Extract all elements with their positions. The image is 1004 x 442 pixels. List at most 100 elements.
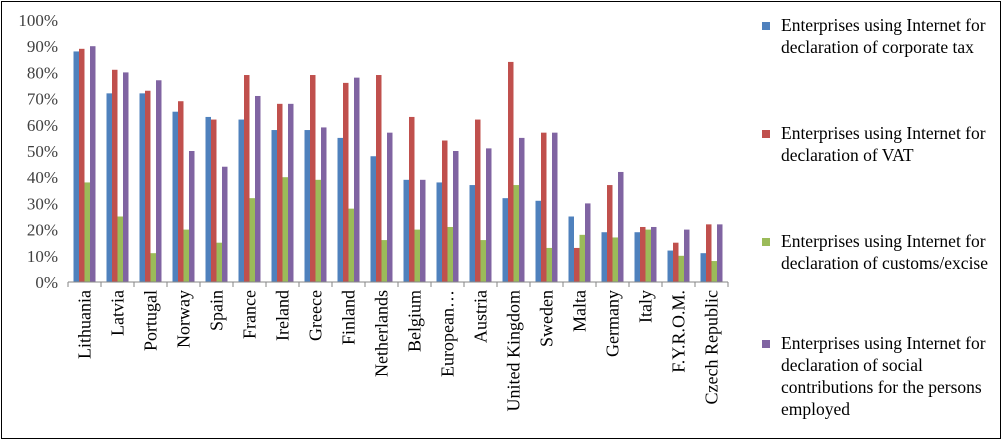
bar (480, 240, 486, 282)
bar (321, 127, 327, 282)
bar (271, 130, 277, 282)
bar (189, 151, 195, 282)
bar (519, 137, 525, 282)
bar (90, 46, 96, 283)
bar (552, 132, 558, 282)
bar (634, 232, 640, 282)
x-category-label: Latvia (108, 290, 128, 336)
bar-chart: 0% 10% 20% 30% 40% 50% 60% 70% 80% 90% 100% Lithua… (18, 11, 729, 412)
bar (585, 203, 591, 282)
bar (205, 116, 211, 282)
bar (513, 185, 519, 282)
bar (700, 253, 706, 282)
bar (645, 229, 651, 282)
x-category-label: Germany (603, 290, 623, 357)
y-tick-label: 80% (27, 63, 58, 82)
y-tick-label: 90% (27, 37, 58, 56)
x-category-label: France (240, 290, 260, 339)
bar (612, 237, 618, 282)
bar (667, 250, 673, 282)
y-tick-label: 70% (27, 90, 58, 109)
bar (502, 198, 508, 282)
bar (139, 93, 145, 282)
x-category-label: Austria (471, 290, 491, 343)
bar (288, 103, 294, 282)
bar (607, 185, 613, 282)
x-category-label: Ireland (273, 290, 293, 341)
bar (403, 179, 409, 282)
bar (282, 177, 288, 282)
x-category-label: Netherlands (372, 290, 392, 377)
bar (579, 234, 585, 282)
x-category-label: F.Y.R.O.M. (669, 290, 689, 373)
bar (475, 119, 481, 282)
bar (255, 95, 261, 282)
bar (414, 229, 420, 282)
bar (673, 242, 679, 282)
bar (117, 216, 123, 282)
bar (304, 130, 310, 282)
bar (370, 156, 376, 282)
x-category-label: European… (438, 290, 458, 377)
bar (249, 198, 255, 282)
y-tick-label: 30% (27, 194, 58, 213)
bar (145, 90, 151, 283)
y-tick-label: 100% (18, 11, 58, 30)
bar (84, 182, 90, 282)
x-category-label: Portugal (141, 290, 161, 351)
y-tick-label: 10% (27, 247, 58, 266)
bar (183, 229, 189, 282)
x-category-label: Italy (636, 290, 656, 323)
bar (453, 151, 459, 282)
bar (640, 226, 646, 282)
bar (73, 51, 79, 282)
bar (601, 232, 607, 282)
bar (244, 75, 250, 283)
legend-swatch-customs-excise (762, 238, 770, 246)
bar (178, 101, 184, 282)
bar (651, 226, 657, 282)
bar (678, 255, 684, 282)
bar (717, 224, 723, 282)
bar (277, 103, 283, 282)
bar (156, 80, 162, 282)
bar (420, 179, 426, 282)
bar (535, 200, 541, 282)
y-tick-label: 40% (27, 168, 58, 187)
bar (409, 116, 415, 282)
bar (211, 119, 217, 282)
bar (343, 82, 349, 282)
y-tick-label: 60% (27, 116, 58, 135)
x-category-label: Belgium (405, 290, 425, 352)
bar (618, 171, 624, 282)
bar (222, 166, 228, 282)
bar (79, 48, 85, 282)
x-category-label: Malta (570, 290, 590, 332)
bar (354, 77, 360, 282)
bar (508, 61, 514, 282)
bar (568, 216, 574, 282)
bar (348, 208, 354, 282)
bar (469, 185, 475, 282)
bar (315, 179, 321, 282)
x-category-label: Finland (339, 290, 359, 345)
bar (216, 242, 222, 282)
bar (172, 111, 178, 282)
x-category-label: Lithuania (75, 290, 95, 359)
legend-swatch-social-contributions (762, 340, 770, 348)
x-category-label: Czech Republic (702, 290, 722, 404)
bar (238, 119, 244, 282)
legend-label-corporate-tax: Enterprises using Internet for declarati… (781, 15, 986, 57)
x-category-label: Greece (306, 290, 326, 341)
bar (337, 137, 343, 282)
bar (711, 261, 717, 282)
bar (436, 182, 442, 282)
x-category-label: Spain (207, 290, 227, 331)
bar (546, 247, 552, 282)
bar (684, 229, 690, 282)
bar (112, 69, 118, 282)
bar (541, 132, 547, 282)
legend-swatch-vat (762, 130, 770, 138)
bar (381, 240, 387, 282)
